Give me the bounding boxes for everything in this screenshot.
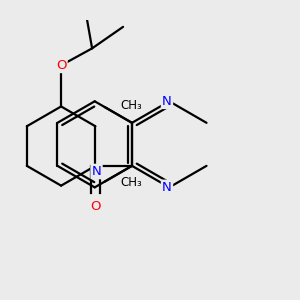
Text: CH₃: CH₃ <box>120 99 142 112</box>
Text: O: O <box>56 59 66 72</box>
Text: N: N <box>162 95 172 108</box>
Text: N: N <box>162 181 172 194</box>
Text: O: O <box>90 200 101 213</box>
Text: N: N <box>92 165 101 178</box>
Text: CH₃: CH₃ <box>120 176 142 189</box>
